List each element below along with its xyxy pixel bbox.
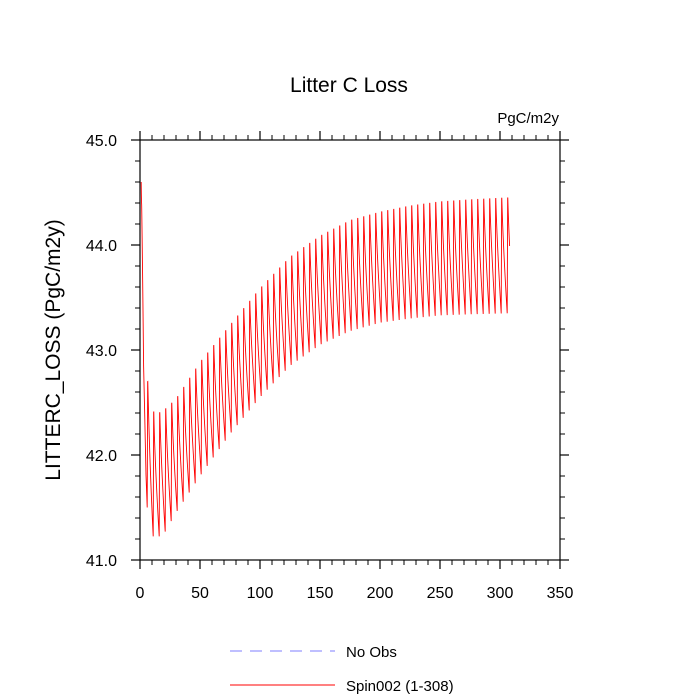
series-layer <box>140 181 511 537</box>
y-tick-label-42: 42.0 <box>86 448 117 465</box>
y-tick-label-41: 41.0 <box>86 553 117 570</box>
legend-label-1: Spin002 (1-308) <box>346 678 454 695</box>
y-axis-label: LITTERC_LOSS (PgC/m2y) <box>42 219 65 480</box>
x-tick-label-100: 100 <box>247 585 274 602</box>
units-label: PgC/m2y <box>497 110 559 127</box>
series-line-1 <box>140 181 511 537</box>
x-tick-label-250: 250 <box>427 585 454 602</box>
legend: No Obs Spin002 (1-308) <box>230 644 454 695</box>
axis-ticks: 0 50 100 150 200 250 300 350 41.0 42.0 43.0 44.0 45.… <box>86 131 574 602</box>
x-tick-label-200: 200 <box>367 585 394 602</box>
x-tick-label-0: 0 <box>136 585 145 602</box>
legend-label-0: No Obs <box>346 644 397 661</box>
y-tick-label-43: 43.0 <box>86 343 117 360</box>
y-tick-label-44: 44.0 <box>86 238 117 255</box>
y-tick-label-45: 45.0 <box>86 133 117 150</box>
x-tick-label-350: 350 <box>547 585 574 602</box>
x-tick-label-150: 150 <box>307 585 334 602</box>
plot-frame <box>139 139 561 561</box>
x-tick-label-300: 300 <box>487 585 514 602</box>
chart-title: Litter C Loss <box>290 74 408 97</box>
x-tick-label-50: 50 <box>191 585 209 602</box>
